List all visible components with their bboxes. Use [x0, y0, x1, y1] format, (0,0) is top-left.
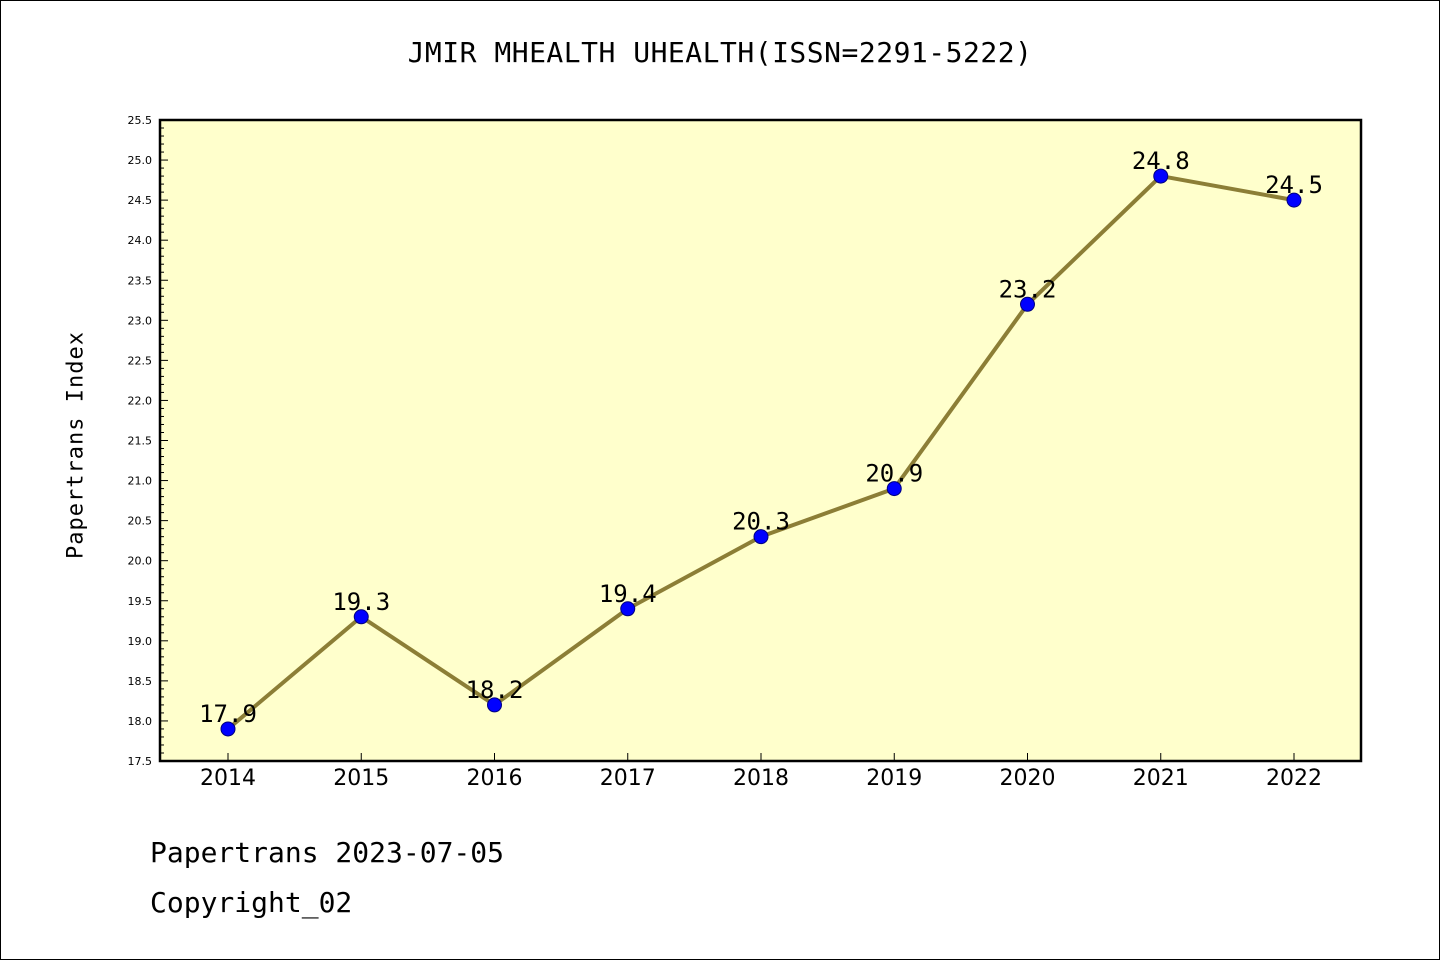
footer-date: Papertrans 2023-07-05 [150, 836, 505, 869]
data-point [753, 529, 769, 545]
y-tick-label: 23.0 [128, 314, 153, 327]
data-label: 20.3 [732, 508, 790, 536]
x-tick-label: 2017 [600, 766, 656, 791]
x-tick-label: 2016 [467, 766, 523, 791]
data-label: 19.3 [332, 588, 390, 616]
y-tick-label: 18.0 [128, 715, 153, 728]
data-point [1153, 168, 1169, 184]
y-tick-label: 18.5 [128, 675, 153, 688]
data-label: 20.9 [865, 460, 923, 488]
data-point [220, 721, 236, 737]
y-tick-label: 17.5 [128, 755, 153, 768]
x-tick-label: 2020 [1000, 766, 1056, 791]
x-tick-label: 2022 [1266, 766, 1322, 791]
y-tick-label: 25.5 [128, 114, 153, 127]
data-label: 18.2 [466, 676, 524, 704]
y-tick-label: 24.0 [128, 234, 153, 247]
y-tick-label: 24.5 [128, 194, 153, 207]
footer-copyright: Copyright_02 [150, 886, 353, 919]
data-label: 19.4 [599, 580, 657, 608]
chart-title: JMIR MHEALTH UHEALTH(ISSN=2291-5222) [407, 36, 1033, 69]
data-point [620, 601, 636, 617]
plot-area [160, 120, 1361, 761]
x-tick-label: 2019 [866, 766, 922, 791]
data-label: 17.9 [199, 700, 257, 728]
data-point [886, 481, 902, 497]
y-tick-label: 20.0 [128, 555, 153, 568]
y-tick-label: 23.5 [128, 274, 153, 287]
data-point [1286, 192, 1302, 208]
y-tick-label: 25.0 [128, 154, 153, 167]
data-point [487, 697, 502, 713]
y-tick-label: 21.0 [128, 475, 153, 488]
data-label: 24.8 [1132, 147, 1190, 175]
data-point [353, 609, 369, 625]
data-point [1020, 296, 1035, 312]
x-tick-label: 2021 [1133, 766, 1189, 791]
data-label: 23.2 [999, 275, 1057, 303]
y-tick-label: 19.5 [128, 595, 153, 608]
x-tick-label: 2014 [200, 766, 256, 791]
y-tick-label: 20.5 [128, 515, 153, 528]
x-tick-label: 2018 [733, 766, 789, 791]
y-tick-label: 21.5 [128, 435, 153, 448]
plot-border [158, 118, 1363, 763]
data-label: 24.5 [1265, 171, 1323, 199]
y-tick-label: 22.5 [128, 354, 153, 367]
y-tick-label: 22.0 [128, 394, 153, 407]
x-tick-label: 2015 [333, 766, 389, 791]
y-tick-label: 19.0 [128, 635, 153, 648]
